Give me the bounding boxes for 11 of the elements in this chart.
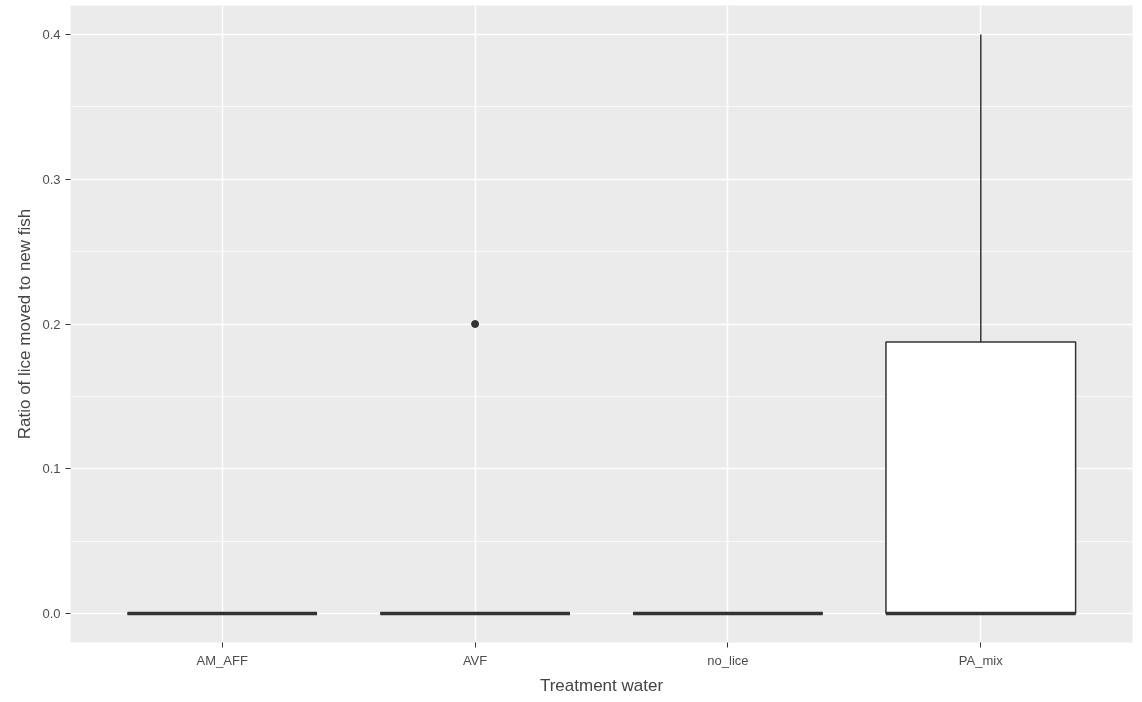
x-tick-label: no_lice: [707, 652, 749, 668]
x-tick-label: AM_AFF: [196, 652, 248, 668]
y-axis-title: Ratio of lice moved to new fish: [15, 208, 35, 440]
y-tick-label: 0.1: [42, 461, 61, 477]
x-tick-label: PA_mix: [958, 652, 1004, 668]
y-tick-label: 0.4: [42, 26, 61, 42]
y-tick-label: 0.3: [42, 171, 61, 187]
y-tick-label: 0.0: [42, 606, 61, 622]
x-axis-title: Treatment water: [539, 675, 664, 695]
y-tick-label: 0.2: [42, 316, 61, 332]
x-tick-label: AVF: [462, 652, 488, 668]
